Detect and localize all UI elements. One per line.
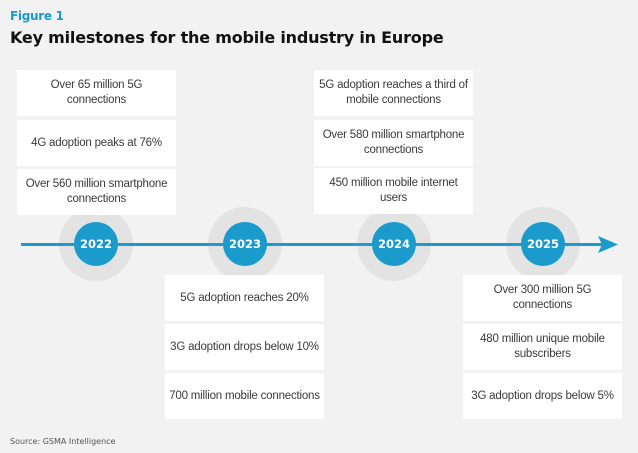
milestone-box: 5G adoption reaches 20% [165,275,324,321]
year-marker-2023: 2023 [223,222,267,266]
arrow-head-icon [598,236,618,253]
milestone-box: 480 million unique mobile subscribers [463,324,622,370]
milestone-box: 700 million mobile connections [165,373,324,419]
milestone-box: Over 300 million 5G connections [463,275,622,321]
milestone-box: 4G adoption peaks at 76% [17,120,176,166]
source-note: Source: GSMA Intelligence [10,437,116,446]
milestone-box: Over 65 million 5G connections [17,70,176,116]
milestone-box: 3G adoption drops below 10% [165,324,324,370]
figure-title: Key milestones for the mobile industry i… [10,28,444,47]
milestone-box: Over 580 million smartphone connections [314,120,473,166]
year-marker-2025: 2025 [521,222,565,266]
year-marker-2022: 2022 [74,222,118,266]
milestone-box: 3G adoption drops below 5% [463,373,622,419]
milestone-box: Over 560 million smartphone connections [17,169,176,215]
milestone-box: 5G adoption reaches a third of mobile co… [314,70,473,116]
milestone-box: 450 million mobile internet users [314,168,473,214]
figure-label: Figure 1 [10,9,64,23]
year-marker-2024: 2024 [372,222,416,266]
